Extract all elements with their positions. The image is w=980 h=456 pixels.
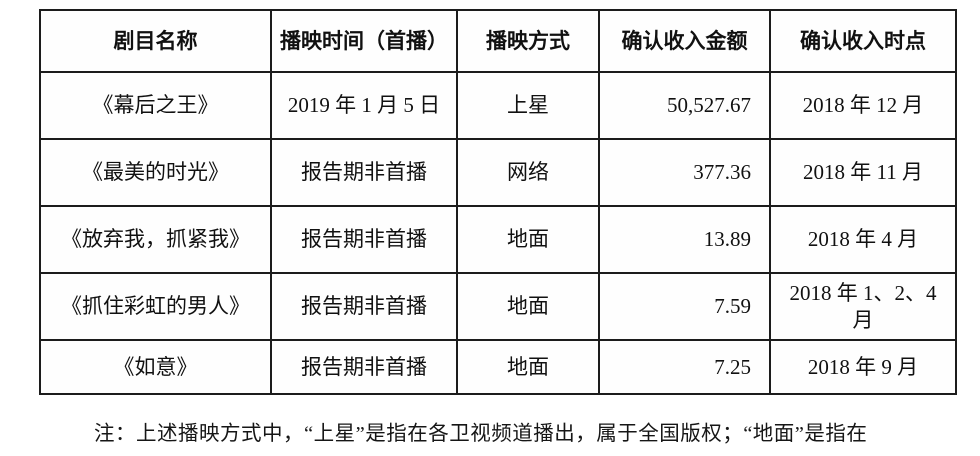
column-header-broadcast-time: 播映时间（首播） xyxy=(270,9,458,73)
cell-drama-name: 《如意》 xyxy=(39,339,272,395)
table-footnote: 注：上述播映方式中，“上星”是指在各卫视频道播出，属于全国版权；“地面”是指在 xyxy=(94,423,868,445)
cell-revenue-amount: 7.25 xyxy=(598,339,771,395)
cell-broadcast-time: 报告期非首播 xyxy=(270,272,458,341)
cell-revenue-amount: 13.89 xyxy=(598,205,771,274)
cell-revenue-time: 2018 年 4 月 xyxy=(769,205,957,274)
table-header-row: 剧目名称 播映时间（首播） 播映方式 确认收入金额 确认收入时点 xyxy=(39,9,957,73)
cell-drama-name: 《幕后之王》 xyxy=(39,71,272,140)
cell-broadcast-mode: 地面 xyxy=(456,205,600,274)
column-header-revenue-amount: 确认收入金额 xyxy=(598,9,771,73)
column-header-drama-name: 剧目名称 xyxy=(39,9,272,73)
cell-broadcast-time: 报告期非首播 xyxy=(270,205,458,274)
cell-drama-name: 《最美的时光》 xyxy=(39,138,272,207)
cell-revenue-amount: 377.36 xyxy=(598,138,771,207)
revenue-table: 剧目名称 播映时间（首播） 播映方式 确认收入金额 确认收入时点 《幕后之王》 … xyxy=(39,9,957,395)
cell-revenue-amount: 7.59 xyxy=(598,272,771,341)
cell-drama-name: 《抓住彩虹的男人》 xyxy=(39,272,272,341)
cell-broadcast-mode: 上星 xyxy=(456,71,600,140)
cell-revenue-amount: 50,527.67 xyxy=(598,71,771,140)
cell-broadcast-mode: 网络 xyxy=(456,138,600,207)
cell-drama-name: 《放弃我，抓紧我》 xyxy=(39,205,272,274)
cell-broadcast-mode: 地面 xyxy=(456,339,600,395)
cell-revenue-time: 2018 年 12 月 xyxy=(769,71,957,140)
table-row: 《如意》 报告期非首播 地面 7.25 2018 年 9 月 xyxy=(39,339,957,395)
cell-broadcast-time: 报告期非首播 xyxy=(270,339,458,395)
table-row: 《幕后之王》 2019 年 1 月 5 日 上星 50,527.67 2018 … xyxy=(39,71,957,140)
cell-revenue-time: 2018 年 11 月 xyxy=(769,138,957,207)
table-row: 《最美的时光》 报告期非首播 网络 377.36 2018 年 11 月 xyxy=(39,138,957,207)
cell-revenue-time: 2018 年 9 月 xyxy=(769,339,957,395)
cell-revenue-time: 2018 年 1、2、4 月 xyxy=(769,272,957,341)
column-header-broadcast-mode: 播映方式 xyxy=(456,9,600,73)
table-row: 《抓住彩虹的男人》 报告期非首播 地面 7.59 2018 年 1、2、4 月 xyxy=(39,272,957,341)
column-header-revenue-time: 确认收入时点 xyxy=(769,9,957,73)
table-row: 《放弃我，抓紧我》 报告期非首播 地面 13.89 2018 年 4 月 xyxy=(39,205,957,274)
cell-broadcast-time: 2019 年 1 月 5 日 xyxy=(270,71,458,140)
cell-broadcast-time: 报告期非首播 xyxy=(270,138,458,207)
cell-broadcast-mode: 地面 xyxy=(456,272,600,341)
